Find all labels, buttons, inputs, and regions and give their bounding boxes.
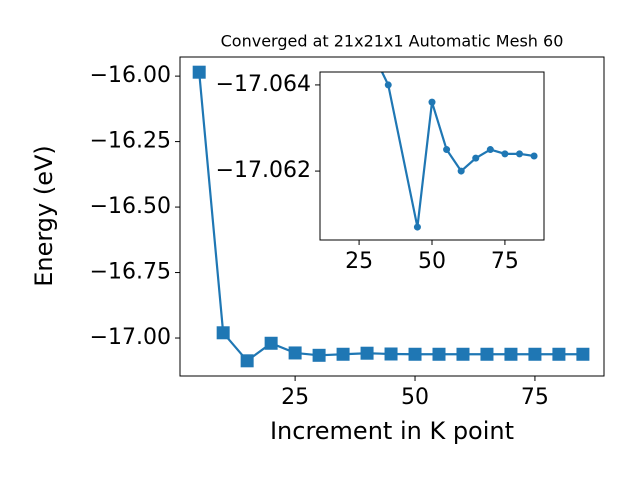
- y-tick-label: −16.25: [90, 129, 171, 154]
- marker: [456, 347, 470, 361]
- marker: [413, 223, 421, 231]
- y-tick-label: −16.50: [90, 194, 171, 219]
- y-tick-label: −16.75: [90, 260, 171, 285]
- marker: [443, 146, 451, 154]
- x-tick-label: 50: [401, 385, 429, 410]
- marker: [504, 347, 518, 361]
- marker: [312, 348, 326, 362]
- marker: [428, 98, 436, 106]
- marker: [552, 347, 566, 361]
- y-tick-label: −17.062: [216, 158, 311, 183]
- axes-frame: [179, 56, 605, 377]
- plot-area: [192, 65, 590, 368]
- plot-area: [380, 72, 538, 231]
- marker: [336, 347, 350, 361]
- axes-background: [320, 72, 544, 240]
- marker: [288, 346, 302, 360]
- marker: [408, 347, 422, 361]
- marker: [264, 336, 278, 350]
- marker: [360, 346, 374, 360]
- marker: [240, 354, 254, 368]
- x-tick-label: 50: [418, 249, 446, 274]
- marker: [486, 146, 494, 154]
- marker: [457, 167, 465, 175]
- x-tick-label: 75: [491, 249, 519, 274]
- chart-title: Converged at 21x21x1 Automatic Mesh 60: [221, 32, 564, 51]
- x-tick-label: 25: [281, 385, 309, 410]
- marker: [528, 347, 542, 361]
- x-tick-label: 75: [521, 385, 549, 410]
- y-axis-label: Energy (eV): [30, 145, 58, 287]
- marker: [530, 152, 538, 160]
- x-axis-label: Increment in K point: [270, 417, 514, 445]
- marker: [432, 347, 446, 361]
- marker: [480, 347, 494, 361]
- marker: [501, 150, 509, 158]
- marker: [384, 81, 392, 89]
- x-tick-label: 25: [345, 249, 373, 274]
- axes-frame: [319, 71, 545, 241]
- marker: [472, 154, 480, 162]
- marker: [384, 347, 398, 361]
- marker: [216, 326, 230, 340]
- marker: [516, 150, 523, 158]
- y-tick-label: −17.064: [216, 72, 311, 97]
- y-tick-label: −17.00: [90, 325, 171, 350]
- marker: [192, 65, 206, 79]
- y-tick-label: −16.00: [90, 63, 171, 88]
- marker: [576, 347, 590, 361]
